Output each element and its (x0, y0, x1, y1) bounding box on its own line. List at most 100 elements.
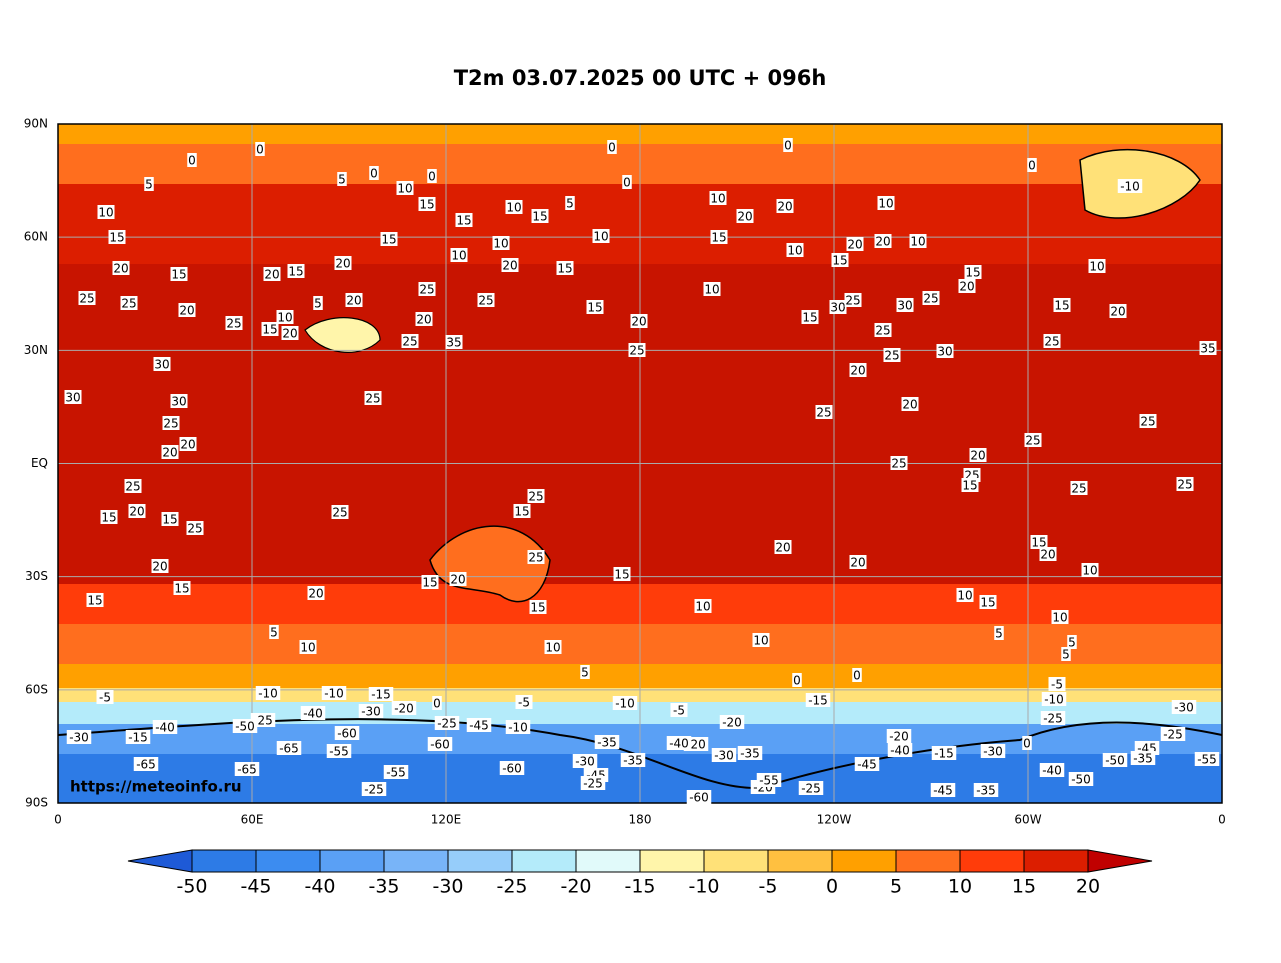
contour-label: 25 (365, 392, 380, 406)
contour-label: -45 (469, 719, 489, 733)
label-bg (513, 504, 531, 518)
colorbar: -50 -45 -40 -35 -30 -25 -20 -15 -10 -5 0 5 10 15 20 (127, 849, 1153, 898)
label-bg (909, 234, 927, 248)
label-bg (501, 258, 519, 272)
label-bg (694, 599, 712, 613)
label-bg (1061, 647, 1071, 661)
contour-label: 10 (506, 201, 521, 215)
label-bg (418, 282, 436, 296)
contour-label: 0 (784, 139, 792, 153)
label-bg (391, 701, 417, 715)
label-bg (736, 209, 754, 223)
color-box (895, 849, 961, 873)
label-bg (877, 196, 895, 210)
contour-label: 25 (125, 480, 140, 494)
label-bg (255, 142, 265, 156)
contour-label: 25 (891, 457, 906, 471)
label-bg (380, 232, 398, 246)
contour-label: 15 (456, 214, 471, 228)
contour-label: 15 (532, 210, 547, 224)
contour-label: 25 (121, 297, 136, 311)
contour-label: 10 (397, 182, 412, 196)
label-bg (874, 234, 892, 248)
label-bg (112, 261, 130, 275)
contour-label: 20 (282, 327, 297, 341)
contour-label: 5 (338, 173, 346, 187)
contour-label: -40 (155, 721, 175, 735)
label-bg (874, 323, 892, 337)
label-bg (580, 776, 606, 790)
lat-label: 60N (24, 230, 48, 244)
label-bg (922, 291, 940, 305)
label-bg (994, 626, 1004, 640)
label-bg (186, 521, 204, 535)
contour-label: -15 (808, 694, 828, 708)
contour-label: -55 (759, 774, 779, 788)
contour-label: 5 (1068, 636, 1076, 650)
contour-label: 0 (623, 176, 631, 190)
contour-label: 15 (262, 323, 277, 337)
label-bg (1102, 753, 1128, 767)
colorbar-tick-label: 0 (826, 876, 838, 898)
contour-label: 25 (528, 490, 543, 504)
label-bg (630, 314, 648, 328)
contour-label: 15 (711, 231, 726, 245)
label-bg (969, 448, 987, 462)
contour-label: 20 (875, 235, 890, 249)
contour-label: 20 (777, 200, 792, 214)
colorbar-tick-label: -45 (240, 876, 271, 898)
label-bg (613, 567, 631, 581)
contour-label: 25 (79, 292, 94, 306)
label-bg (1024, 433, 1042, 447)
label-bg (666, 736, 692, 750)
contour-label: 15 (530, 601, 545, 615)
label-bg (162, 416, 180, 430)
label-bg (86, 593, 104, 607)
contour-label: 20 (850, 556, 865, 570)
contour-label: 20 (970, 449, 985, 463)
contour-label: 15 (965, 266, 980, 280)
contour-label: -45 (933, 784, 953, 798)
label-bg (334, 256, 352, 270)
label-bg (450, 248, 468, 262)
label-bg (815, 405, 833, 419)
label-bg (1109, 304, 1127, 318)
contour-label: 25 (419, 283, 434, 297)
contour-label: -55 (1197, 753, 1217, 767)
contour-label: -65 (237, 763, 257, 777)
color-box (319, 849, 385, 873)
contour-label: 10 (704, 283, 719, 297)
contour-label: -15 (371, 688, 391, 702)
label-bg (527, 489, 545, 503)
contour-label: -65 (136, 758, 156, 772)
contour-label: 25 (629, 344, 644, 358)
contour-label: -25 (583, 777, 603, 791)
lon-label: 0 (1218, 813, 1226, 827)
label-bg (276, 310, 294, 324)
label-bg (901, 397, 919, 411)
colorbar-tick-label: 10 (948, 876, 972, 898)
contour-label: 10 (710, 192, 725, 206)
color-box (831, 849, 897, 873)
label-bg (529, 600, 547, 614)
label-bg (776, 199, 794, 213)
tibet (304, 317, 381, 353)
label-bg (896, 298, 914, 312)
contour-label: -65 (279, 742, 299, 756)
contour-label: -25 (1163, 728, 1183, 742)
contour-label: 10 (545, 641, 560, 655)
label-bg (170, 394, 188, 408)
label-bg (334, 726, 360, 740)
lat-label: EQ (31, 456, 48, 470)
colorbar-tick-label: -15 (624, 876, 655, 898)
label-bg (774, 540, 792, 554)
label-bg (805, 693, 831, 707)
label-bg (427, 169, 437, 183)
label-bg (153, 357, 171, 371)
colorbar-tick-label: -20 (560, 876, 591, 898)
label-bg (961, 478, 979, 492)
contour-label: 20 (502, 259, 517, 273)
contour-label: 25 (187, 522, 202, 536)
colorbar-tick-label: -40 (304, 876, 335, 898)
colorbar-tick-label: -30 (432, 876, 463, 898)
